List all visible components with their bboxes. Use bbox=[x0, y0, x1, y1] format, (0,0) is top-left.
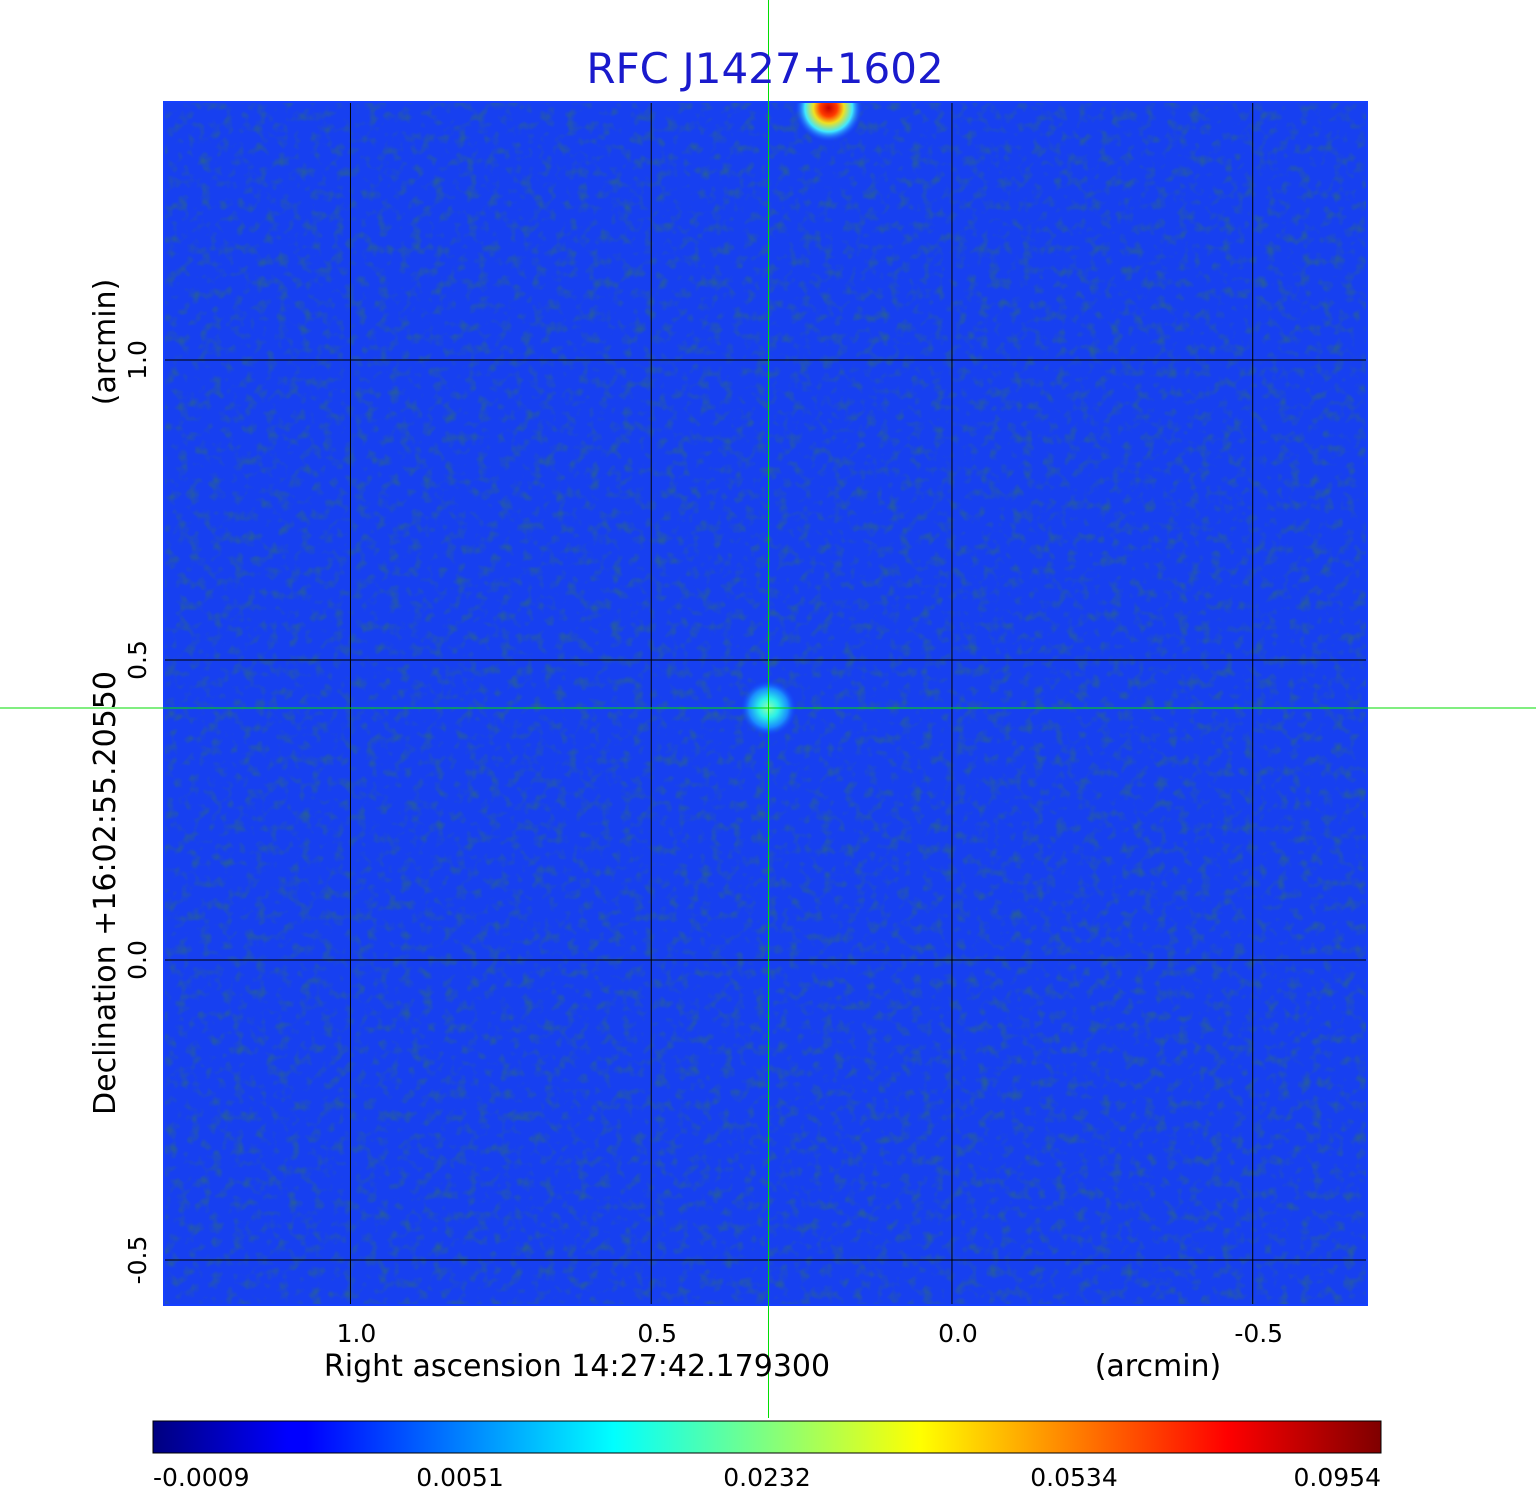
x-tick-label-2: 0.0 bbox=[938, 1319, 978, 1348]
x-axis-unit: (arcmin) bbox=[1095, 1349, 1222, 1384]
colorbar-tick-label-1: 0.0051 bbox=[416, 1463, 503, 1492]
y-tick-label-0: 1.0 bbox=[123, 340, 152, 380]
y-axis-label: Declination +16:02:55.20550 bbox=[88, 671, 123, 1115]
x-tick-label-0: 1.0 bbox=[337, 1319, 377, 1348]
x-axis-label: Right ascension 14:27:42.179300 bbox=[324, 1349, 830, 1384]
colorbar-tick-label-0: -0.0009 bbox=[153, 1463, 250, 1492]
y-tick-label-3: -0.5 bbox=[123, 1236, 152, 1285]
colorbar-tick-label-2: 0.0232 bbox=[723, 1463, 810, 1492]
colorbar-gradient bbox=[152, 1420, 1382, 1454]
y-axis-unit: (arcmin) bbox=[88, 279, 123, 406]
plot-frame bbox=[163, 101, 1368, 1306]
colorbar-tick-label-4: 0.0954 bbox=[1294, 1463, 1381, 1492]
colorbar: -0.0009 0.0051 0.0232 0.0534 0.0954 bbox=[152, 1420, 1382, 1492]
source-1 bbox=[794, 102, 863, 142]
x-tick-label-1: 0.5 bbox=[637, 1319, 677, 1348]
y-tick-label-2: 0.0 bbox=[123, 940, 152, 980]
colorbar-tick-label-3: 0.0534 bbox=[1030, 1463, 1117, 1492]
x-tick-label-3: -0.5 bbox=[1234, 1319, 1283, 1348]
y-tick-label-1: 0.5 bbox=[123, 640, 152, 680]
heatmap-plot-area bbox=[164, 102, 1367, 1305]
chart-title: RFC J1427+1602 bbox=[586, 44, 943, 93]
